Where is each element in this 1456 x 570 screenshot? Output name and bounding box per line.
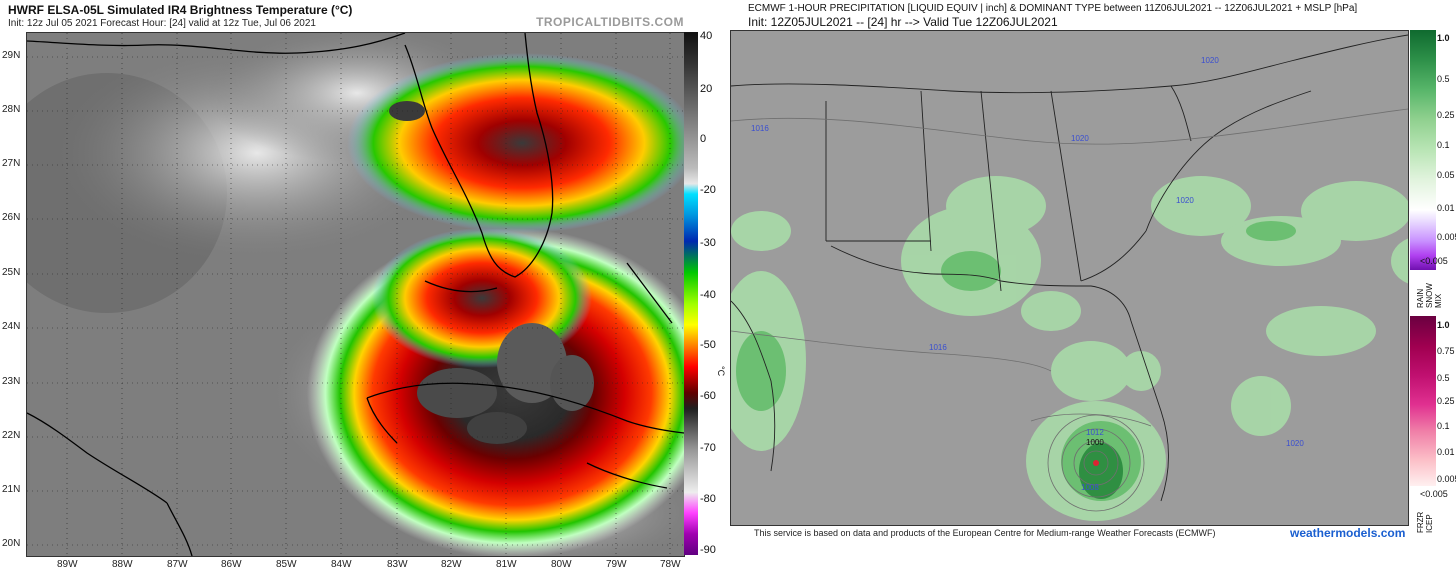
cbar-tick-minus30: -30 — [700, 237, 716, 249]
right-subtitle: Init: 12Z05JUL2021 -- [24] hr --> Valid … — [748, 15, 1058, 29]
isobar-1020-atlantic: 1020 — [1286, 439, 1304, 448]
lat-label-20n: 20N — [2, 538, 21, 549]
cbar-tick-minus40: -40 — [700, 289, 716, 301]
ir-colorbar — [684, 32, 698, 555]
precip-map-svg: 1020 1016 1020 1020 1016 1012 1000 1008 … — [731, 31, 1408, 525]
isobar-1016-west: 1016 — [751, 124, 769, 133]
lon-label-84w: 84W — [331, 559, 352, 570]
rain-scale-1: 1.0 — [1437, 33, 1450, 43]
lon-label-85w: 85W — [276, 559, 297, 570]
lon-label-87w: 87W — [167, 559, 188, 570]
isobar-1020-north: 1020 — [1201, 56, 1219, 65]
lat-label-22n: 22N — [2, 430, 21, 441]
storm-center-marker — [1093, 460, 1099, 466]
lat-label-21n: 21N — [2, 484, 21, 495]
rain-colorbar — [1410, 30, 1436, 270]
lat-label-29n: 29N — [2, 50, 21, 61]
ir-map — [26, 32, 685, 557]
isobar-1012: 1012 — [1086, 428, 1104, 437]
lat-label-25n: 25N — [2, 267, 21, 278]
lon-label-86w: 86W — [221, 559, 242, 570]
frzr-scale-below: <0.005 — [1420, 489, 1448, 499]
isobar-1008: 1008 — [1081, 483, 1099, 492]
hwrf-ir-panel: HWRF ELSA-05L Simulated IR4 Brightness T… — [0, 0, 728, 570]
isobar-1020-east: 1020 — [1176, 196, 1194, 205]
left-subtitle: Init: 12z Jul 05 2021 Forecast Hour: [24… — [8, 18, 316, 29]
lon-label-79w: 79W — [606, 559, 627, 570]
rain-scale-01: 0.1 — [1437, 140, 1450, 150]
ir-map-svg — [27, 33, 684, 556]
rain-scale-05: 0.5 — [1437, 74, 1450, 84]
ecmwf-footer: This service is based on data and produc… — [754, 528, 1216, 538]
frzr-scale-075: 0.75 — [1437, 346, 1455, 356]
cbar-tick-40: 40 — [700, 30, 713, 42]
lon-label-88w: 88W — [112, 559, 133, 570]
weathermodels-brand[interactable]: weathermodels.com — [1290, 526, 1406, 540]
cbar-tick-minus80: -80 — [700, 493, 716, 505]
lon-label-82w: 82W — [441, 559, 462, 570]
frzr-scale-025: 0.25 — [1437, 396, 1455, 406]
frzr-colorbar — [1410, 316, 1436, 486]
rain-scale-001: 0.01 — [1437, 203, 1455, 213]
cbar-tick-0: 0 — [700, 133, 707, 145]
cbar-tick-minus70: -70 — [700, 442, 716, 454]
lon-label-83w: 83W — [387, 559, 408, 570]
cbar-tick-minus20: -20 — [700, 184, 716, 196]
precip-map: 1020 1016 1020 1020 1016 1012 1000 1008 … — [730, 30, 1409, 526]
frzr-scale-001: 0.01 — [1437, 447, 1455, 457]
rain-scale-below: <0.005 — [1420, 256, 1448, 266]
left-watermark: TROPICALTIDBITS.COM — [536, 15, 684, 29]
lat-label-28n: 28N — [2, 104, 21, 115]
isobar-1000: 1000 — [1086, 438, 1104, 447]
right-title: ECMWF 1-HOUR PRECIPITATION [LIQUID EQUIV… — [748, 3, 1358, 14]
lon-label-78w: 78W — [660, 559, 681, 570]
lat-label-24n: 24N — [2, 321, 21, 332]
rain-scale-title: RAIN SNOW MIX — [1416, 283, 1443, 308]
lat-label-26n: 26N — [2, 212, 21, 223]
frzr-scale-title: FRZR ICEP — [1416, 511, 1434, 533]
lat-label-27n: 27N — [2, 158, 21, 169]
ecmwf-precip-panel: ECMWF 1-HOUR PRECIPITATION [LIQUID EQUIV… — [730, 0, 1456, 569]
lon-label-89w: 89W — [57, 559, 78, 570]
cbar-tick-minus60: -60 — [700, 390, 716, 402]
frzr-scale-05: 0.5 — [1437, 373, 1450, 383]
frzr-scale-01: 0.1 — [1437, 421, 1450, 431]
cbar-unit: °C — [716, 366, 726, 377]
rain-scale-025: 0.25 — [1437, 110, 1455, 120]
lat-label-23n: 23N — [2, 376, 21, 387]
cbar-tick-20: 20 — [700, 83, 713, 95]
isobar-1016-gulf: 1016 — [929, 343, 947, 352]
left-title: HWRF ELSA-05L Simulated IR4 Brightness T… — [8, 3, 353, 17]
lon-label-81w: 81W — [496, 559, 517, 570]
lon-label-80w: 80W — [551, 559, 572, 570]
isobar-1020-center: 1020 — [1071, 134, 1089, 143]
frzr-scale-1: 1.0 — [1437, 320, 1450, 330]
cbar-tick-minus90: -90 — [700, 544, 716, 556]
rain-scale-0005: 0.005 — [1437, 232, 1456, 242]
cbar-tick-minus50: -50 — [700, 339, 716, 351]
rain-scale-005: 0.05 — [1437, 170, 1455, 180]
frzr-scale-0005: 0.005 — [1437, 474, 1456, 484]
